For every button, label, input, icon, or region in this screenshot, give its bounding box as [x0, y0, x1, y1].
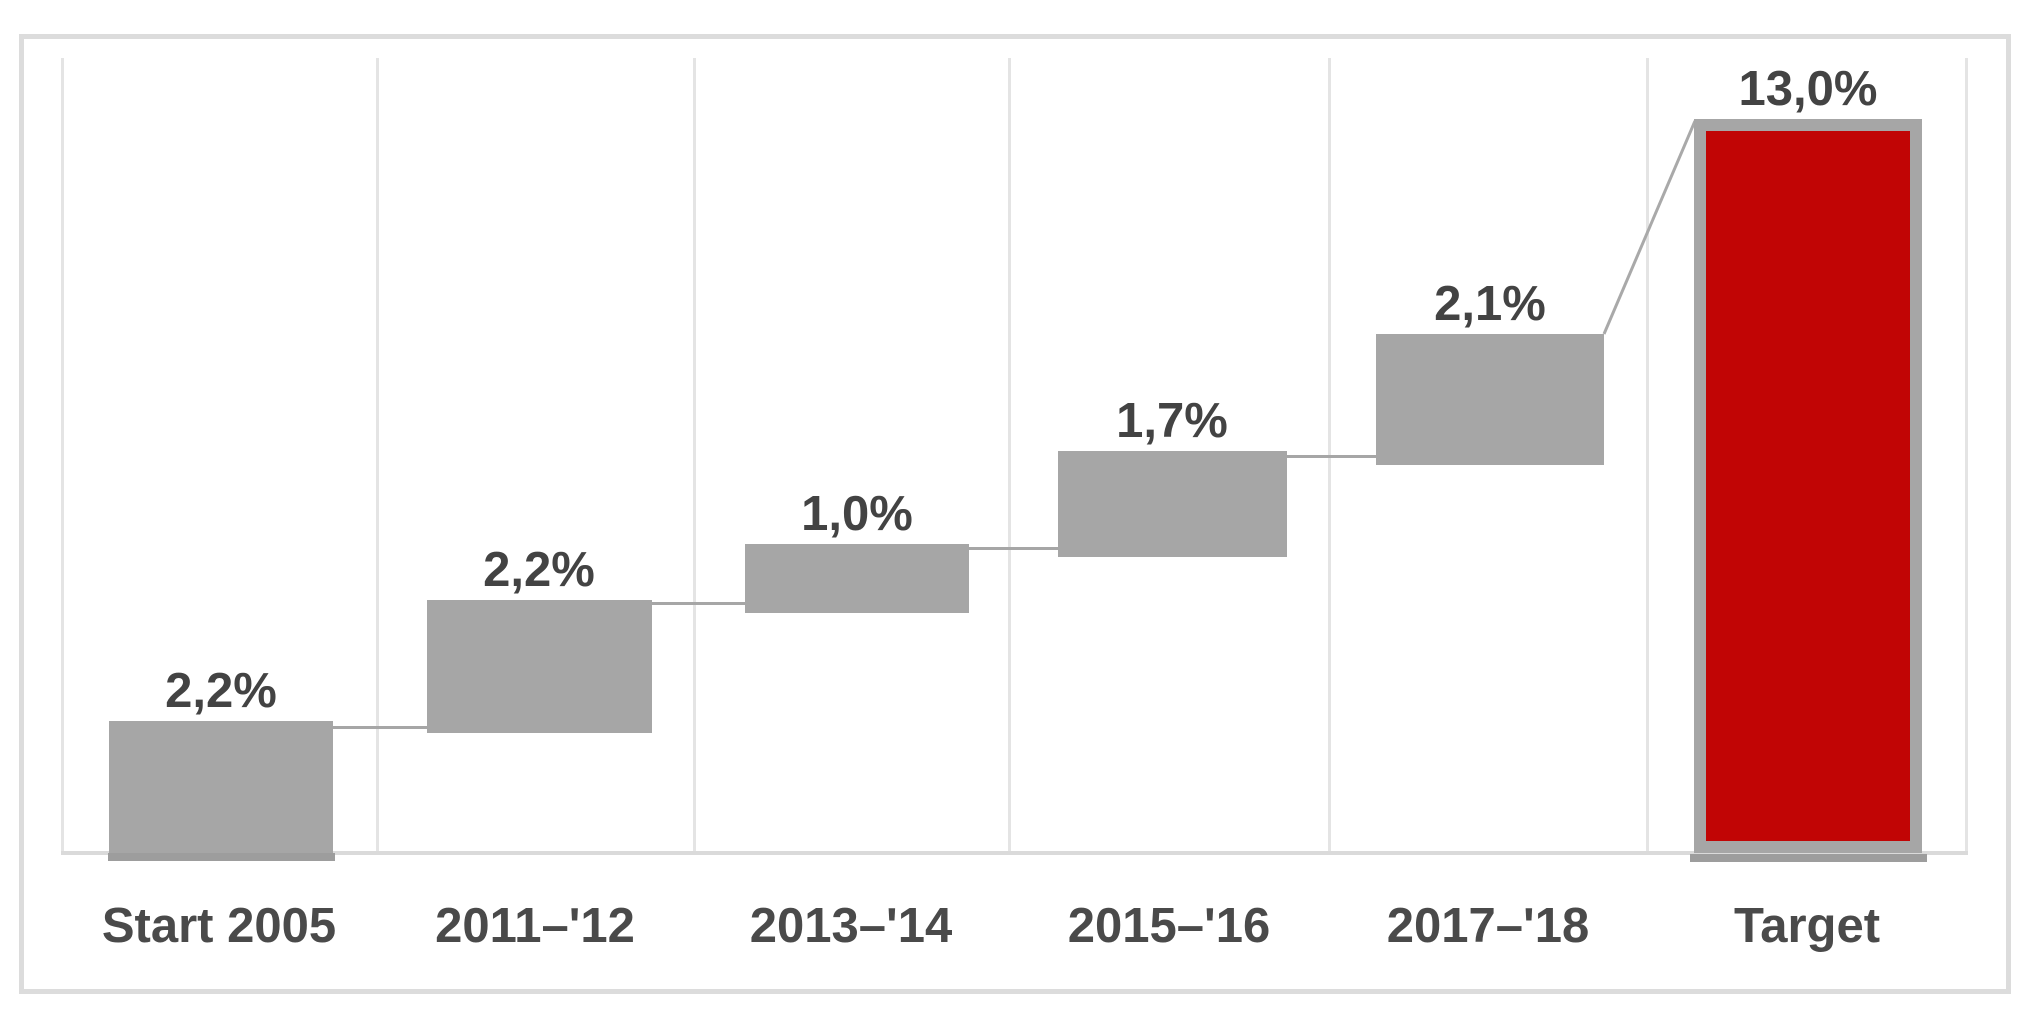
axis-label: 2013–'14	[749, 899, 953, 953]
data-label: 2,2%	[165, 664, 277, 718]
bar-target	[1694, 119, 1922, 853]
connector-line	[1287, 455, 1376, 458]
gridline	[1328, 58, 1331, 851]
connector-line	[333, 726, 427, 729]
x-axis-line	[61, 851, 1968, 855]
gridline	[1965, 58, 1968, 851]
data-label: 13,0%	[1738, 62, 1878, 116]
bar-2013-14	[745, 544, 969, 613]
bar-start-2005	[109, 721, 333, 853]
gridline	[1646, 58, 1649, 851]
gridline	[61, 58, 64, 851]
axis-label: Target	[1733, 899, 1881, 953]
bar-2015-16	[1058, 451, 1287, 557]
bar-2017-18	[1376, 334, 1604, 465]
bar-2011-12	[427, 600, 652, 733]
gridline	[376, 58, 379, 851]
data-label: 2,2%	[483, 543, 595, 597]
bar-shadow	[1690, 854, 1927, 862]
chart-frame	[19, 34, 2011, 994]
bar-shadow	[108, 853, 335, 861]
axis-label: Start 2005	[101, 899, 337, 953]
connector-line	[969, 547, 1058, 550]
connector-line	[652, 602, 745, 605]
data-label: 2,1%	[1434, 277, 1546, 331]
axis-label: 2015–'16	[1067, 899, 1271, 953]
data-label: 1,7%	[1116, 394, 1228, 448]
axis-label: 2017–'18	[1386, 899, 1590, 953]
gridline	[1008, 58, 1011, 851]
axis-label: 2011–'12	[435, 899, 635, 953]
gridline	[693, 58, 696, 851]
data-label: 1,0%	[801, 487, 913, 541]
